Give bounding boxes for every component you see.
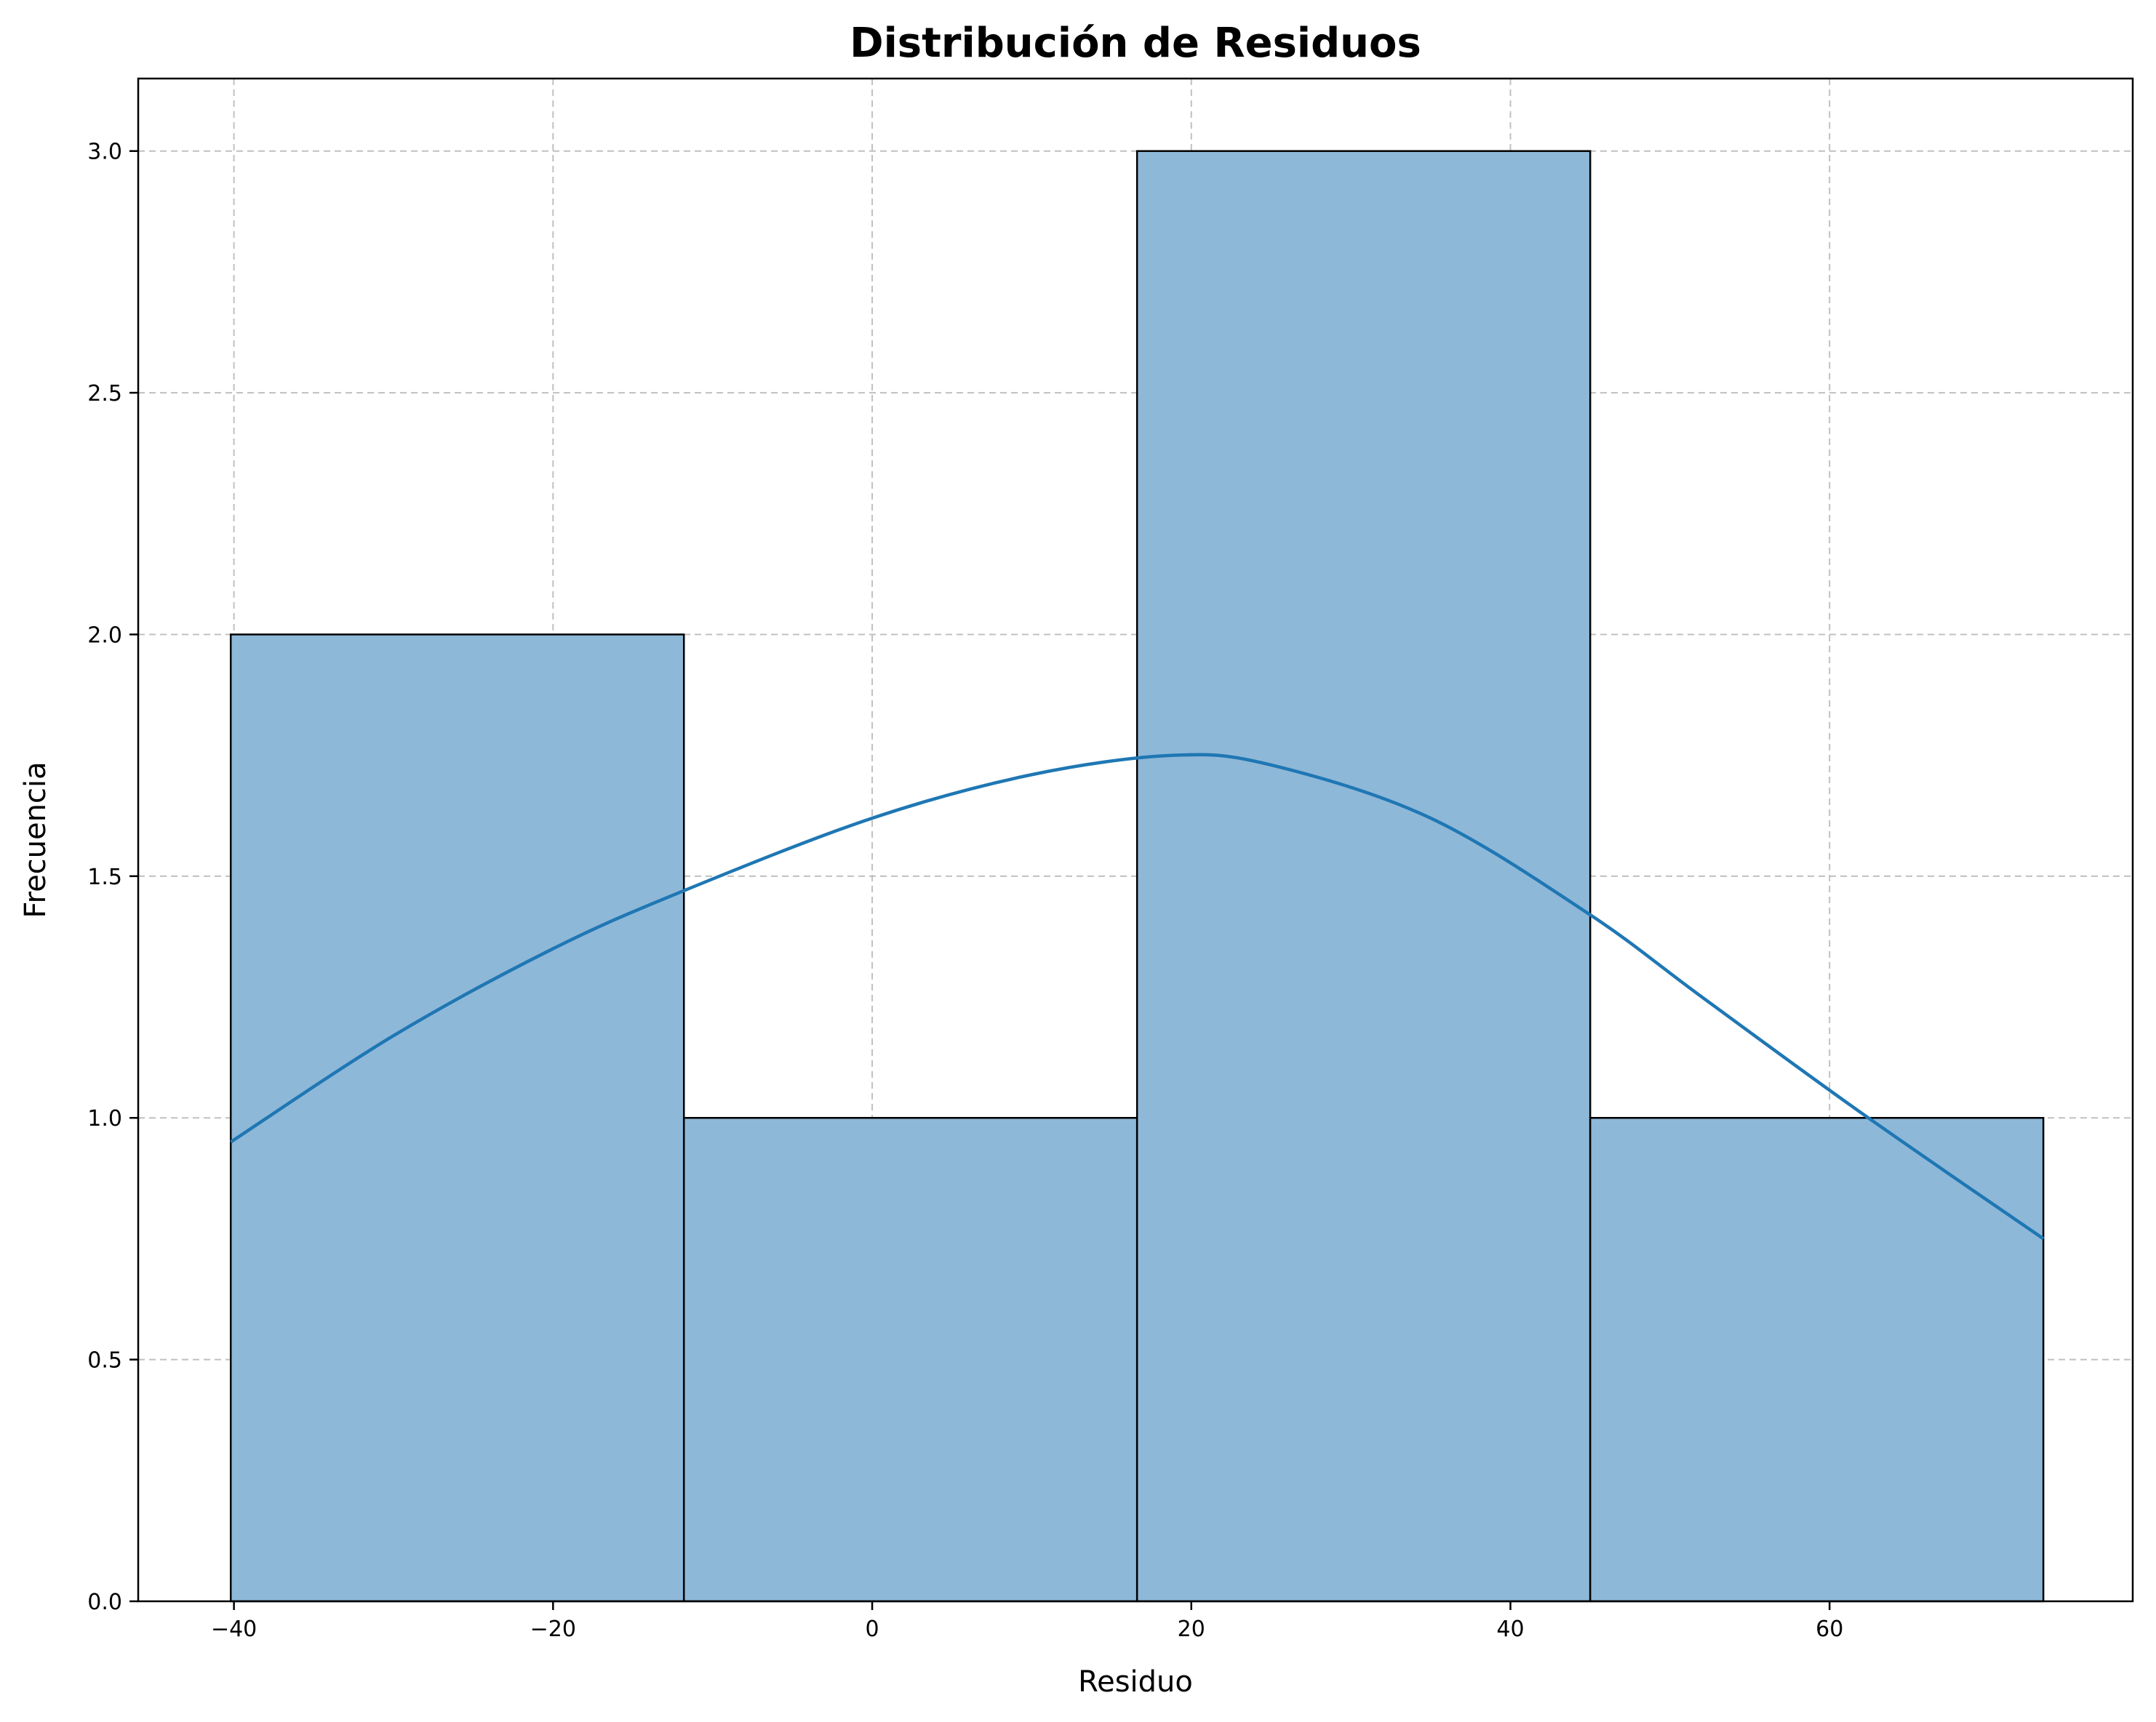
histogram-bar-3 (1589, 1116, 2045, 1603)
y-tick-label-2: 1.0 (87, 1106, 122, 1132)
chart-title: Distribución de Residuos (850, 20, 1421, 67)
y-tick-label-5: 2.5 (87, 381, 122, 407)
x-tick-label-2: 0 (866, 1617, 879, 1642)
x-tick-label-4: 40 (1496, 1617, 1524, 1642)
y-axis-ticks: 0.0 0.5 1.0 1.5 2.0 2.5 3.0 (87, 140, 138, 1615)
histogram-bar-1 (682, 1116, 1138, 1603)
kde-curve-group (229, 753, 2045, 1241)
x-tick-label-0: −40 (211, 1617, 257, 1642)
kde-line (229, 753, 2045, 1241)
y-tick-label-6: 3.0 (87, 140, 122, 165)
x-axis-label: Residuo (1078, 1665, 1193, 1699)
histogram-bars (229, 150, 2045, 1603)
y-tick-label-0: 0.0 (87, 1590, 122, 1615)
histogram-bar-2 (1135, 150, 1592, 1603)
histogram-bar-0 (229, 633, 685, 1603)
x-axis-ticks: −40 −20 0 20 40 60 (211, 1601, 1843, 1642)
y-tick-label-4: 2.0 (87, 622, 122, 648)
y-tick-label-3: 1.5 (87, 865, 122, 890)
x-tick-label-3: 20 (1178, 1617, 1205, 1642)
y-axis-label: Frecuencia (19, 761, 52, 918)
y-tick-label-1: 0.5 (87, 1348, 122, 1374)
x-tick-label-1: −20 (530, 1617, 576, 1642)
plot-frame (137, 77, 2134, 1603)
x-tick-label-5: 60 (1816, 1617, 1843, 1642)
